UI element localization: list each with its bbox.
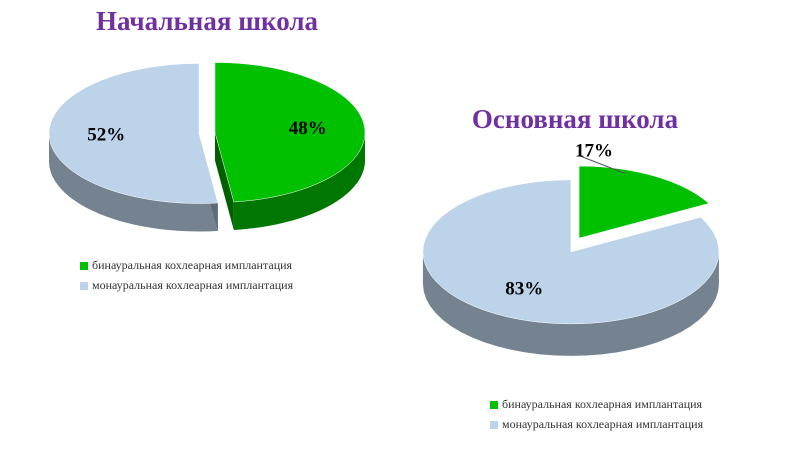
legend-label: монауральная кохлеарная имплантация [502,417,704,431]
slice [214,62,366,203]
chart-title: Начальная школа [96,6,319,36]
value-label: 17% [575,140,613,161]
legend-swatch [490,421,498,429]
legend-swatch [80,282,88,290]
slice-side [233,132,365,230]
slice [48,63,219,204]
legend-label: бинауральная кохлеарная имплантация [92,258,293,272]
value-label: 83% [505,279,543,300]
value-label: 52% [87,125,125,146]
slice-side [49,133,218,232]
slice-cut [214,132,234,230]
slice [578,165,710,239]
legend-label: бинауральная кохлеарная имплантация [502,397,703,411]
slice [422,179,720,325]
legend-swatch [490,401,498,409]
value-label: 48% [289,118,327,139]
chart-title: Основная школа [472,104,679,134]
leader-line [579,155,626,174]
legend-label: монауральная кохлеарная имплантация [92,278,294,292]
legend-swatch [80,262,88,270]
slice-side [422,251,719,356]
